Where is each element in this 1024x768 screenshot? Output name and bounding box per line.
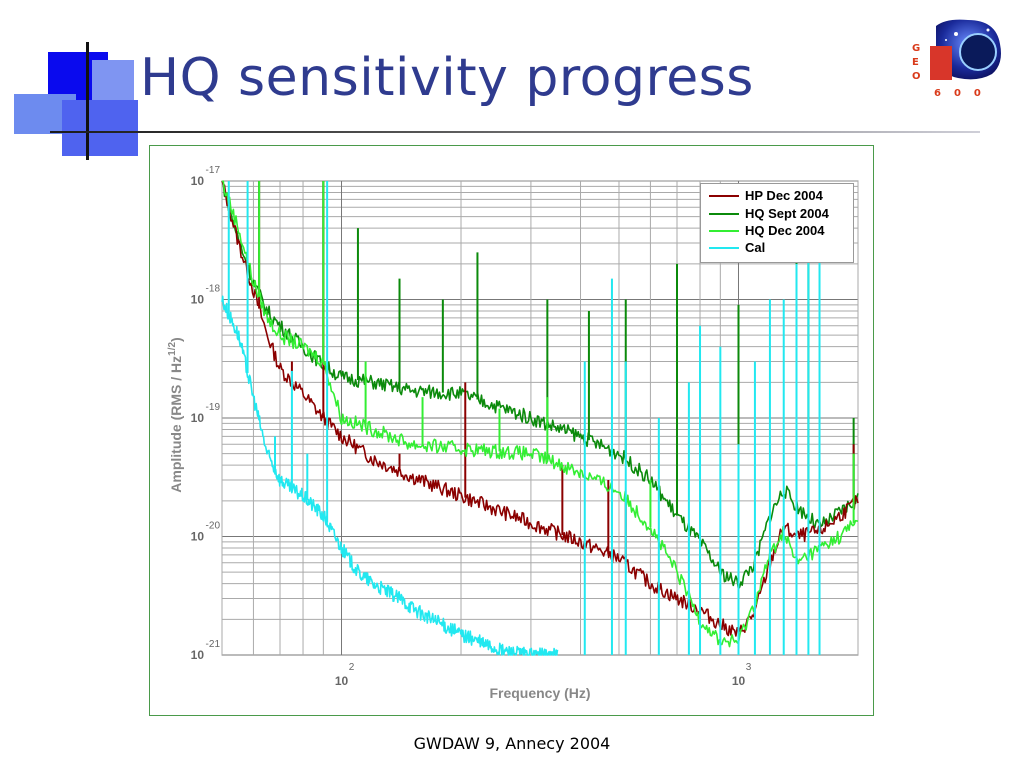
decor-square-mid [62,100,138,156]
logo-digits: 600 [934,88,994,99]
x-tick-label: 10 [335,674,349,688]
y-tick-exponent: -19 [206,402,221,413]
decor-vertical-line [86,42,89,160]
slide-footer: GWDAW 9, Annecy 2004 [413,734,611,753]
y-tick-exponent: -17 [206,165,221,176]
y-tick-exponent: -20 [206,521,221,532]
y-axis-label: Amplitude (RMS / Hz1/2) [167,337,184,492]
title-rule [50,131,980,133]
legend-label: HP Dec 2004 [745,188,823,203]
x-tick-label: 10 [732,674,746,688]
legend-label: Cal [745,240,766,255]
earth-globe-icon [930,19,1001,80]
y-tick-label: 10 [191,648,205,662]
legend-swatch [709,246,739,249]
geo600-logo: G E O 600 [908,14,1008,106]
legend-item-cal: Cal [709,239,765,256]
decor-square-light2 [92,60,134,100]
x-tick-exponent: 2 [349,662,355,673]
series-line [221,295,559,656]
legend-item-hq-sept-2004: HQ Sept 2004 [709,205,829,222]
y-axis-label-sup: 1/2 [167,342,178,356]
legend-label: HQ Dec 2004 [745,223,825,238]
y-axis-label-close: ) [168,337,184,342]
legend-swatch [709,212,739,215]
y-tick-exponent: -18 [206,284,221,295]
legend-label: HQ Sept 2004 [745,206,829,221]
legend-swatch [709,229,739,232]
y-tick-label: 10 [191,411,205,425]
y-axis-label-main: Amplitude (RMS / Hz [168,356,184,493]
slide-title: HQ sensitivity progress [140,48,754,108]
y-tick-exponent: -21 [206,639,221,650]
series-cal [221,181,821,656]
x-tick-exponent: 3 [746,662,752,673]
y-tick-label: 10 [191,174,205,188]
chart-legend: HP Dec 2004 HQ Sept 2004 HQ Dec 2004 Cal [700,183,854,263]
y-tick-label: 10 [191,293,205,307]
x-axis-label: Frequency (Hz) [489,685,590,701]
y-tick-label: 10 [191,530,205,544]
legend-item-hq-dec-2004: HQ Dec 2004 [709,222,825,239]
legend-swatch [709,194,739,197]
logo-letters: G E O [912,43,921,82]
chart-series [221,180,859,656]
legend-item-hp-dec-2004: HP Dec 2004 [709,187,823,204]
